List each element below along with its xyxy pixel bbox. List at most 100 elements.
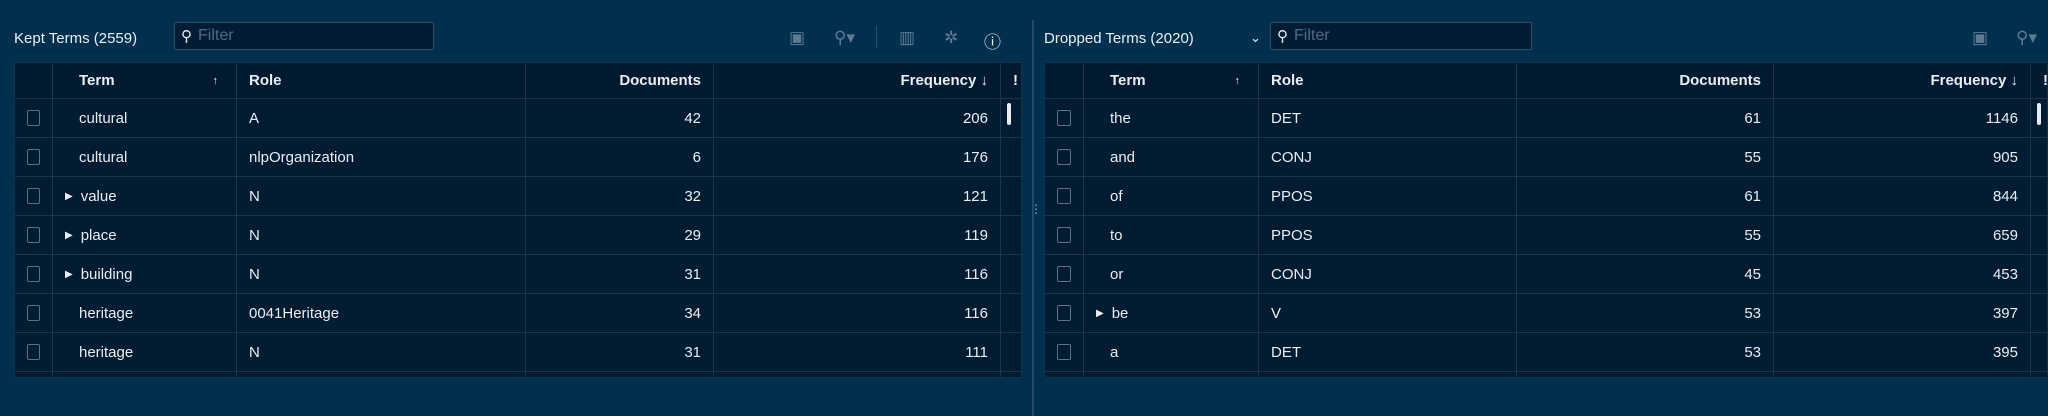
- cell-frequency: 1146: [1774, 99, 2031, 137]
- expand-icon[interactable]: ▶: [65, 229, 73, 241]
- table-row[interactable]: heritage N 31 111: [15, 333, 1021, 372]
- row-checkbox-cell[interactable]: [1045, 99, 1084, 137]
- row-checkbox-cell[interactable]: [1045, 177, 1084, 215]
- cell-frequency: 395: [1774, 333, 2031, 371]
- cell-role: CONJ: [1259, 138, 1517, 176]
- kept-filter[interactable]: ⚲: [174, 22, 434, 50]
- chevron-down-icon[interactable]: ⌄: [1250, 30, 1261, 45]
- row-checkbox-cell[interactable]: [15, 294, 53, 332]
- row-checkbox[interactable]: [1057, 266, 1071, 282]
- column-options-header[interactable]: !: [2031, 63, 2048, 98]
- expand-icon[interactable]: ▶: [65, 190, 73, 202]
- term-value: of: [1110, 187, 1123, 205]
- empty-cell: [1259, 372, 1517, 377]
- column-header-frequency[interactable]: Frequency ↓: [1774, 63, 2031, 98]
- expand-icon[interactable]: ▶: [65, 268, 73, 280]
- documents-value: 34: [684, 304, 701, 322]
- vertical-scrollbar[interactable]: [1007, 103, 1011, 125]
- search-options-icon[interactable]: ⚲▾: [2016, 28, 2037, 47]
- frequency-value: 659: [1992, 226, 2018, 244]
- panel-splitter[interactable]: [1032, 20, 1034, 416]
- table-row[interactable]: to PPOS 55 659: [1045, 216, 2047, 255]
- frequency-value: 119: [964, 226, 988, 244]
- sort-ascending-icon[interactable]: ↑: [1234, 74, 1241, 87]
- table-row[interactable]: a DET 53 395: [1045, 333, 2047, 372]
- table-row[interactable]: of PPOS 61 844: [1045, 177, 2047, 216]
- column-header-frequency[interactable]: Frequency ↓: [714, 63, 1001, 98]
- columns-icon[interactable]: ▥: [899, 28, 916, 47]
- table-row[interactable]: ▶ be V 53 397: [1045, 294, 2047, 333]
- help-icon[interactable]: ⓘ: [984, 33, 1001, 52]
- table-row[interactable]: or CONJ 45 453: [1045, 255, 2047, 294]
- column-header-documents[interactable]: Documents: [1517, 63, 1774, 98]
- table-row[interactable]: and CONJ 55 905: [1045, 138, 2047, 177]
- column-menu-icon[interactable]: !: [1013, 72, 1018, 89]
- row-checkbox-cell[interactable]: [1045, 216, 1084, 254]
- column-header-role[interactable]: Role: [1259, 63, 1517, 98]
- row-checkbox[interactable]: [27, 149, 40, 165]
- table-row-partial: [1045, 372, 2047, 377]
- column-header-documents[interactable]: Documents: [526, 63, 714, 98]
- column-header-term[interactable]: Term ↑: [53, 63, 237, 98]
- term-value: and: [1110, 148, 1136, 166]
- table-row[interactable]: ▶ place N 29 119: [15, 216, 1021, 255]
- table-row[interactable]: ▶ building N 31 116: [15, 255, 1021, 294]
- term-value: value: [80, 187, 117, 205]
- row-checkbox[interactable]: [27, 344, 40, 360]
- kept-filter-input[interactable]: [198, 27, 425, 45]
- column-menu-icon[interactable]: !: [2043, 72, 2048, 89]
- table-row[interactable]: the DET 61 1146: [1045, 99, 2047, 138]
- row-checkbox-cell[interactable]: [1045, 333, 1084, 371]
- row-checkbox[interactable]: [27, 227, 40, 243]
- row-checkbox-cell[interactable]: [15, 99, 53, 137]
- row-checkbox[interactable]: [27, 188, 40, 204]
- table-row[interactable]: cultural nlpOrganization 6 176: [15, 138, 1021, 177]
- column-header-role[interactable]: Role: [237, 63, 526, 98]
- dropped-filter-input[interactable]: [1294, 27, 1523, 45]
- row-checkbox-cell[interactable]: [15, 333, 53, 371]
- frequency-value: 453: [1992, 265, 2018, 283]
- filter-selected-icon[interactable]: ▣: [1972, 28, 1989, 47]
- row-checkbox[interactable]: [27, 110, 40, 126]
- table-row[interactable]: ▶ value N 32 121: [15, 177, 1021, 216]
- filter-selected-icon[interactable]: ▣: [789, 28, 806, 47]
- column-header-term[interactable]: Term ↑: [1084, 63, 1259, 98]
- documents-value: 31: [684, 265, 701, 283]
- row-checkbox[interactable]: [27, 266, 40, 282]
- cell-role: N: [237, 255, 526, 293]
- row-checkbox-cell[interactable]: [15, 138, 53, 176]
- cell-term: heritage: [53, 333, 237, 371]
- cell-term: the: [1084, 99, 1259, 137]
- row-checkbox-cell[interactable]: [15, 255, 53, 293]
- row-checkbox[interactable]: [1057, 305, 1071, 321]
- cell-term: cultural: [53, 138, 237, 176]
- row-checkbox[interactable]: [1057, 227, 1071, 243]
- row-checkbox-cell[interactable]: [1045, 255, 1084, 293]
- table-row[interactable]: heritage 0041Heritage 34 116: [15, 294, 1021, 333]
- row-checkbox[interactable]: [1057, 188, 1071, 204]
- table-row[interactable]: cultural A 42 206: [15, 99, 1021, 138]
- row-checkbox[interactable]: [1057, 149, 1071, 165]
- frequency-value: 844: [1992, 187, 2018, 205]
- row-checkbox-cell[interactable]: [1045, 294, 1084, 332]
- empty-cell: [237, 372, 526, 377]
- cell-term: cultural: [53, 99, 237, 137]
- row-checkbox-cell[interactable]: [15, 177, 53, 215]
- row-checkbox[interactable]: [27, 305, 40, 321]
- kept-terms-title: Kept Terms (2559): [14, 30, 138, 47]
- splitter-grip-icon[interactable]: ⋮: [1030, 202, 1042, 216]
- sort-ascending-icon[interactable]: ↑: [212, 74, 219, 87]
- dropped-filter[interactable]: ⚲: [1270, 22, 1532, 50]
- row-checkbox-cell[interactable]: [15, 216, 53, 254]
- row-checkbox-cell[interactable]: [1045, 138, 1084, 176]
- cell-role: CONJ: [1259, 255, 1517, 293]
- search-options-icon[interactable]: ⚲▾: [834, 28, 855, 47]
- vertical-scrollbar[interactable]: [2037, 103, 2041, 125]
- row-checkbox[interactable]: [1057, 110, 1071, 126]
- documents-value: 55: [1744, 148, 1761, 166]
- asterisk-icon[interactable]: ✲: [944, 28, 959, 47]
- row-checkbox[interactable]: [1057, 344, 1071, 360]
- expand-icon[interactable]: ▶: [1096, 307, 1104, 319]
- cell-frequency: 176: [714, 138, 1001, 176]
- column-options-header[interactable]: !: [1001, 63, 1021, 98]
